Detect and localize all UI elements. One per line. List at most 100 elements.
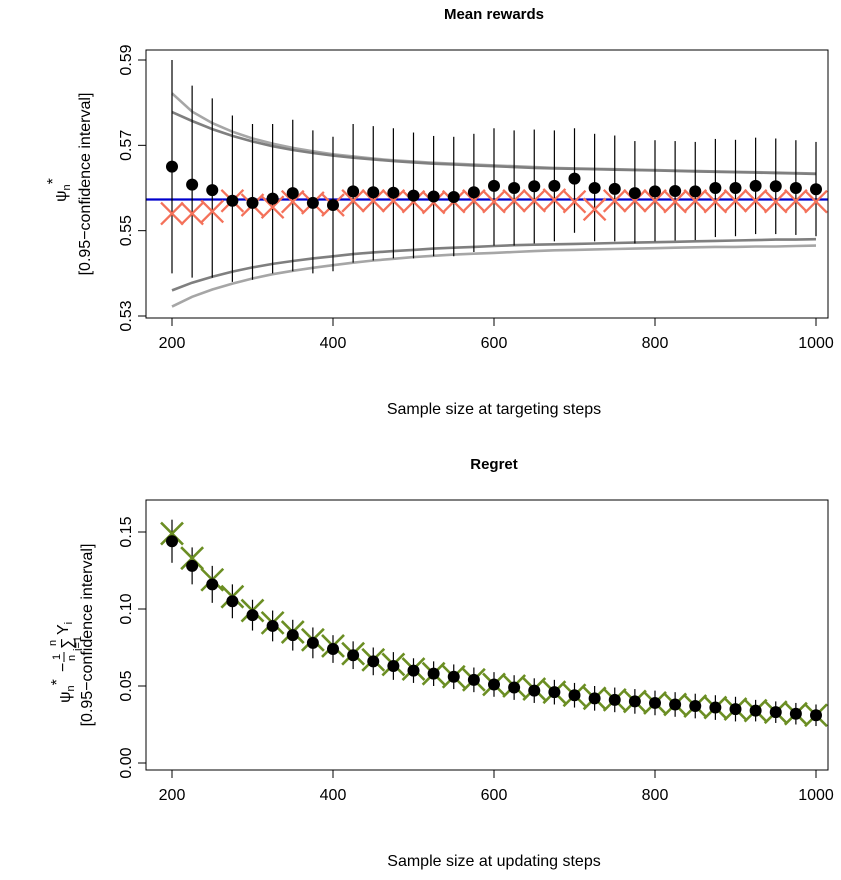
y-label-frac-den: n	[66, 655, 78, 661]
x-tick-label: 400	[320, 335, 347, 352]
data-point	[588, 182, 601, 194]
y-label-interval: [0.95−confidence interval]	[79, 544, 96, 727]
y-axis-label: ψn* [0.95−confidence interval]	[45, 93, 94, 276]
data-point	[347, 185, 360, 198]
data-point	[689, 700, 702, 713]
data-point	[226, 194, 239, 207]
data-point	[488, 678, 500, 691]
data-point	[528, 684, 541, 697]
data-point	[789, 182, 802, 194]
data-point	[387, 659, 400, 672]
y-label-sub: n	[65, 685, 77, 691]
y-label-sum-sign: ∑	[59, 638, 76, 649]
data-point	[206, 578, 219, 591]
cross-marker	[462, 188, 486, 213]
y-label-minus: −	[55, 663, 72, 672]
data-point	[246, 196, 259, 209]
y-tick-label: 0.55	[118, 215, 135, 246]
x-tick-label: 800	[642, 787, 669, 804]
x-axis-label: Sample size at updating steps	[387, 853, 600, 870]
y-label-sum-bottom: i=1	[72, 636, 84, 651]
y-label-psi: ψ	[57, 691, 74, 702]
data-point	[306, 636, 319, 649]
plot-frame	[145, 49, 829, 319]
x-tick-label: 200	[159, 335, 186, 352]
cross-marker	[180, 201, 204, 226]
cross-marker	[562, 189, 587, 214]
cross-marker	[763, 189, 788, 214]
data-point	[669, 698, 682, 711]
data-point	[649, 696, 661, 709]
data-point	[427, 190, 440, 203]
data-point	[286, 187, 299, 200]
data-point	[729, 703, 742, 716]
data-point	[588, 692, 601, 705]
data-point	[810, 709, 822, 722]
data-point	[427, 667, 440, 680]
x-tick-label: 200	[159, 787, 186, 804]
data-point	[407, 664, 420, 677]
data-point	[467, 673, 480, 686]
data-point	[528, 180, 541, 193]
cross-marker	[160, 201, 184, 226]
x-axis: 200 400 600 800 1000	[159, 318, 834, 352]
data-point	[608, 182, 621, 195]
data-point	[669, 184, 682, 197]
data-point	[266, 192, 279, 205]
data-point	[286, 629, 299, 642]
data-point	[568, 172, 581, 185]
plot-area	[146, 60, 828, 308]
data-point	[749, 704, 762, 717]
plot-area	[160, 519, 828, 728]
data-point	[749, 179, 762, 192]
cross-marker	[743, 188, 768, 213]
y-label-var: Y	[55, 624, 72, 635]
data-point	[186, 559, 199, 572]
svg-text:ψn*: ψn*	[45, 178, 73, 202]
y-label-interval: [0.95−confidence interval]	[77, 93, 94, 276]
cross-marker	[623, 188, 647, 213]
cross-marker	[723, 188, 748, 213]
data-point	[327, 643, 339, 656]
svg-text:Yi: Yi	[55, 622, 75, 635]
data-point	[789, 707, 802, 720]
cross-marker	[784, 188, 808, 213]
cross-marker	[663, 189, 687, 214]
cross-marker	[341, 188, 365, 213]
x-tick-label: 1000	[798, 787, 834, 804]
cross-marker	[280, 189, 305, 214]
chart-title: Mean rewards	[444, 6, 544, 23]
cross-marker	[522, 188, 547, 213]
data-point	[166, 160, 178, 173]
y-tick-label: 0.57	[118, 130, 135, 161]
cross-marker	[602, 188, 627, 213]
data-point	[729, 182, 742, 194]
data-point	[649, 185, 661, 198]
data-point	[367, 655, 380, 668]
data-point	[508, 681, 521, 694]
data-point	[387, 186, 400, 199]
data-point	[548, 179, 561, 192]
data-point	[689, 185, 702, 198]
data-point	[568, 689, 581, 702]
data-point	[327, 199, 339, 212]
y-tick-label: 0.10	[118, 593, 135, 624]
y-label-var-sub: i	[63, 622, 75, 624]
data-point	[186, 178, 199, 191]
cross-marker	[260, 195, 285, 220]
data-point	[508, 182, 521, 194]
data-point	[810, 183, 822, 196]
cross-marker	[361, 188, 386, 213]
envelope-curve	[171, 237, 817, 292]
cross-marker	[381, 188, 406, 213]
cross-marker	[502, 188, 526, 213]
data-point	[226, 595, 239, 608]
data-point	[166, 535, 178, 548]
x-axis-label: Sample size at targeting steps	[387, 401, 601, 418]
cross-marker	[200, 199, 225, 224]
data-point	[347, 649, 360, 662]
cross-marker	[643, 188, 667, 213]
cross-marker	[582, 197, 607, 222]
data-point	[488, 179, 500, 192]
